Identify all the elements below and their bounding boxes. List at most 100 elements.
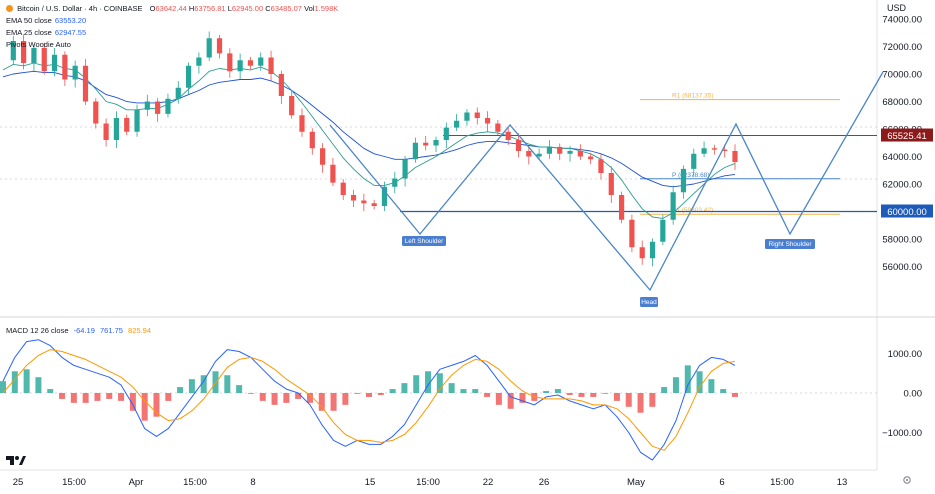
macd-histogram-bar: [165, 393, 172, 401]
time-tick-label: 15:00: [416, 477, 440, 488]
macd-histogram-bar: [82, 393, 89, 403]
candle-body: [103, 123, 109, 140]
low-label: L: [227, 4, 232, 13]
macd-histogram-bar: [543, 391, 550, 393]
ema50-label: EMA 50 close: [6, 16, 52, 25]
candle-body: [21, 41, 27, 63]
ema50-line: [2, 70, 736, 188]
volume-value: 1.598K: [314, 4, 339, 13]
price-tick-label: 68000.00: [882, 97, 922, 108]
price-axis[interactable]: 74000.0072000.0070000.0068000.0066000.00…: [882, 15, 922, 274]
macd-histogram-bar: [613, 393, 620, 401]
gear-icon[interactable]: [903, 476, 911, 484]
pattern-line[interactable]: [329, 71, 884, 292]
pivot-label-s1: S1 (59803.42): [672, 207, 713, 214]
macd-histogram-bar: [153, 393, 160, 417]
time-tick-label: 15:00: [62, 477, 86, 488]
symbol-legend: Bitcoin / U.S. Dollar · 4h · COINBASE O6…: [6, 3, 338, 14]
ohlc-readout: O63642.44 H63756.81 L62945.00 C63485.07 …: [150, 4, 339, 13]
ema25-legend[interactable]: EMA 25 close 62947.55: [6, 27, 86, 38]
candle-body: [711, 148, 717, 150]
candle-body: [330, 164, 336, 183]
time-tick-label: 15:00: [770, 477, 794, 488]
candle-body: [598, 159, 604, 173]
candle-body: [567, 151, 573, 154]
candle-body: [505, 131, 511, 140]
candle-body: [258, 57, 264, 66]
candle-body: [278, 74, 284, 96]
candle-body: [124, 118, 130, 132]
candle-body: [268, 57, 274, 74]
time-axis[interactable]: 25 15:00 Apr 15:00 8 15 15:00 22 26 May 6 15:00 13: [13, 477, 848, 488]
ema25-value: 62947.55: [54, 28, 87, 37]
macd-histogram-bar: [672, 377, 679, 393]
currency-selector[interactable]: USD: [887, 3, 907, 13]
candle-body: [31, 47, 37, 63]
candle-body: [495, 123, 501, 132]
candle-body: [62, 54, 68, 80]
macd-histogram-bar: [0, 381, 6, 393]
macd-histogram-bar: [425, 371, 432, 393]
candle-body: [618, 195, 625, 220]
ema50-legend[interactable]: EMA 50 close 63553.20: [6, 15, 86, 26]
candle-body: [588, 156, 594, 160]
price-tag-box: [881, 204, 933, 218]
candle-body: [515, 140, 522, 151]
candle-body: [526, 151, 532, 157]
macd-histogram-bar: [566, 393, 573, 395]
candle-body: [165, 98, 171, 114]
macd-histogram-bar: [507, 393, 514, 409]
price-tick-label: 72000.00: [882, 42, 922, 53]
volume-label: Vol: [304, 4, 315, 13]
head-and-shoulders-pattern[interactable]: [329, 71, 884, 292]
candle-body: [216, 38, 223, 54]
candle-body: [340, 182, 346, 195]
price-tags: 65525.41 60000.00: [881, 128, 933, 218]
candle-body: [722, 149, 728, 151]
candle-body: [732, 151, 738, 162]
candle-body: [289, 96, 295, 116]
tradingview-logo-icon[interactable]: [6, 456, 26, 465]
ema50-value: 63553.20: [54, 16, 87, 25]
candle-body: [608, 173, 614, 195]
candle-body: [629, 219, 635, 248]
candle-body: [649, 241, 656, 259]
candle-body: [82, 65, 89, 102]
candle-body: [484, 118, 491, 124]
macd-histogram-bar: [70, 393, 77, 403]
candle-body: [237, 60, 243, 72]
ema-lines: [2, 62, 736, 219]
macd-histogram-bar: [118, 393, 125, 401]
price-tag-label: 60000.00: [887, 207, 927, 218]
macd-tick-label: 1000.00: [888, 349, 922, 360]
macd-histogram-bar: [23, 369, 30, 393]
candle-body: [196, 57, 202, 66]
macd-histogram-bar: [94, 393, 101, 401]
time-tick-label: 26: [539, 477, 550, 488]
macd-histogram-bar: [377, 393, 384, 395]
price-series: [10, 31, 738, 267]
macd-histogram-bar: [696, 371, 703, 393]
time-tick-label: 25: [13, 477, 24, 488]
time-tick-label: 13: [837, 477, 848, 488]
symbol-title[interactable]: Bitcoin / U.S. Dollar · 4h · COINBASE: [17, 4, 143, 13]
candle-body: [557, 146, 563, 154]
macd-histogram-bar: [590, 393, 597, 397]
macd-value: -64.19: [73, 326, 95, 335]
macd-histogram-bar: [35, 377, 42, 393]
annotation-label: Head: [641, 299, 657, 306]
macd-legend[interactable]: MACD 12 26 close -64.19 761.75 825.94: [6, 325, 151, 336]
high-label: H: [188, 4, 195, 13]
macd-axis[interactable]: 1000.00 0.00 −1000.00: [882, 349, 922, 439]
macd-histogram-bar: [141, 393, 148, 421]
macd-histogram-bar: [708, 379, 715, 393]
pivots-legend[interactable]: Pivots Woodie Auto: [6, 39, 71, 50]
open-value: 63642.44: [155, 4, 187, 13]
annotation-box: [402, 236, 446, 246]
signal-line: [2, 349, 736, 451]
macd-lines: [2, 339, 736, 461]
price-tick-label: 74000.00: [882, 15, 922, 26]
annotation-box: [765, 239, 815, 249]
macd-histogram: [0, 365, 738, 421]
